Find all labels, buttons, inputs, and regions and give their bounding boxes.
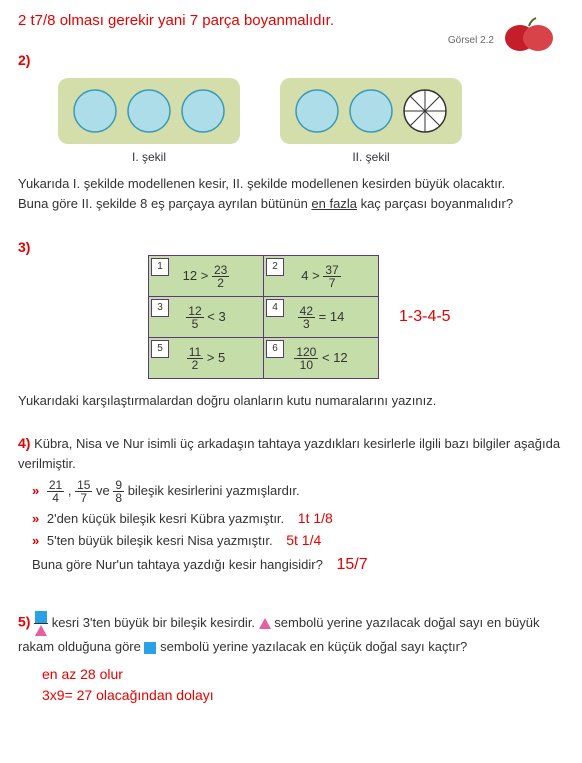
cell-num: 3 <box>151 299 169 317</box>
cell-num: 1 <box>151 258 169 276</box>
cell-op: > <box>207 349 215 364</box>
q4-line4: Buna göre Nur'un tahtaya yazdığı kesir h… <box>32 556 564 574</box>
square-blue-icon <box>35 611 47 623</box>
cell-num: 4 <box>266 299 284 317</box>
q3-number: 3) <box>18 239 30 255</box>
triangle-pink-icon <box>259 618 271 629</box>
circle-filled <box>72 88 118 134</box>
sep: ve <box>92 483 113 498</box>
q4-line3: » 5'ten büyük bileşik kesri Nisa yazmışt… <box>32 532 564 548</box>
cell-op: > <box>312 267 320 282</box>
frac-d: 10 <box>294 359 318 371</box>
q2-number: 2) <box>18 52 30 68</box>
l2-text: 2'den küçük bileşik kesri Kübra yazmıştı… <box>47 511 284 526</box>
bullet-icon: » <box>32 483 39 498</box>
circle-filled <box>294 88 340 134</box>
apple-image <box>494 12 564 52</box>
l1-post: bileşik kesirlerini yazmışlardır. <box>128 483 300 498</box>
q5-t3: sembolü yerine yazılacak en küçük doğal … <box>160 639 467 654</box>
cell-op: = <box>319 308 327 323</box>
square-blue-icon <box>144 642 156 654</box>
frac-d: 3 <box>298 318 315 330</box>
q3-cell-1: 1 12 > 232 <box>149 256 264 297</box>
q2-line1: Yukarıda I. şekilde modellenen kesir, II… <box>18 176 505 191</box>
q3-cell-4: 4 423 = 14 <box>264 297 379 338</box>
q5-ans1: en az 28 olur <box>42 664 564 685</box>
q5-answer: en az 28 olur 3x9= 27 olacağından dolayı <box>42 664 564 706</box>
q3-instruction: Yukarıdaki karşılaştırmalardan doğru ola… <box>18 393 564 408</box>
cell-num: 2 <box>266 258 284 276</box>
frac-d: 2 <box>212 277 229 289</box>
frac-d: 8 <box>113 492 124 504</box>
q2-line2b: kaç parçası boyanmalıdır? <box>357 196 513 211</box>
cell-left: 12 <box>183 267 197 282</box>
frac-d: 4 <box>47 492 64 504</box>
cell-left: 4 <box>301 267 308 282</box>
q3-table: 1 12 > 232 2 4 > 377 3 125 < 3 4 423 = 1… <box>148 255 379 379</box>
shape1-label: I. şekil <box>58 150 240 164</box>
cell-op: < <box>207 308 215 323</box>
circle-filled <box>180 88 226 134</box>
frac-n: 42 <box>298 305 315 318</box>
frac-d: 5 <box>186 318 203 330</box>
circle-divided-8 <box>402 88 448 134</box>
cell-op: < <box>322 349 330 364</box>
frac-n: 23 <box>212 264 229 277</box>
q4-intro: Kübra, Nisa ve Nur isimli üç arkadaşın t… <box>18 436 560 471</box>
l4-text: Buna göre Nur'un tahtaya yazdığı kesir h… <box>32 557 323 572</box>
frac-d: 2 <box>187 359 203 371</box>
q4-number: 4) <box>18 435 30 451</box>
frac-n: 120 <box>294 346 318 359</box>
sep: , <box>64 483 75 498</box>
q5-text: kesri 3'ten büyük bir bileşik kesirdir. … <box>18 615 540 655</box>
frac-d: 7 <box>75 492 92 504</box>
q5-ans2: 3x9= 27 olacağından dolayı <box>42 685 564 706</box>
q2-underline: en fazla <box>311 196 357 211</box>
q3-cell-3: 3 125 < 3 <box>149 297 264 338</box>
cell-num: 5 <box>151 340 169 358</box>
l3-ans: 5t 1/4 <box>286 532 321 548</box>
q2-text: Yukarıda I. şekilde modellenen kesir, II… <box>18 174 564 213</box>
frac-d: 7 <box>323 277 340 289</box>
q4-line2: » 2'den küçük bileşik kesri Kübra yazmış… <box>32 510 564 526</box>
triangle-pink-icon <box>35 625 47 636</box>
q4-line1: » 214 , 157 ve 98 bileşik kesirlerini ya… <box>32 479 564 504</box>
frac-n: 37 <box>323 264 340 277</box>
bullet-icon: » <box>32 533 39 548</box>
q3-cell-2: 2 4 > 377 <box>264 256 379 297</box>
q5-number: 5) <box>18 614 30 630</box>
l4-ans: 15/7 <box>336 556 367 573</box>
shape2-label: II. şekil <box>280 150 462 164</box>
shape-box-2 <box>280 78 462 144</box>
bullet-icon: » <box>32 511 39 526</box>
cell-right: 3 <box>218 308 225 323</box>
shape-box-1 <box>58 78 240 144</box>
q3-answer: 1-3-4-5 <box>399 308 451 326</box>
frac-n: 11 <box>187 346 203 359</box>
l2-ans: 1t 1/8 <box>298 510 333 526</box>
q2-shapes: I. şekil II. şekil <box>58 78 564 164</box>
cell-right: 5 <box>218 349 225 364</box>
l3-text: 5'ten büyük bileşik kesri Nisa yazmıştır… <box>47 533 273 548</box>
q2-line2a: Buna göre II. şekilde 8 eş parçaya ayrıl… <box>18 196 311 211</box>
cell-right: 12 <box>333 349 347 364</box>
top-annotation: 2 t7/8 olması gerekir yani 7 parça boyan… <box>18 12 564 29</box>
q5-t1: kesri 3'ten büyük bir bileşik kesirdir. <box>52 615 259 630</box>
cell-op: > <box>201 267 209 282</box>
q3-cell-5: 5 112 > 5 <box>149 338 264 379</box>
q3-cell-6: 6 12010 < 12 <box>264 338 379 379</box>
frac-n: 12 <box>186 305 203 318</box>
circle-filled <box>348 88 394 134</box>
circle-filled <box>126 88 172 134</box>
image-caption: Görsel 2.2 <box>448 35 494 46</box>
cell-right: 14 <box>330 308 344 323</box>
cell-num: 6 <box>266 340 284 358</box>
